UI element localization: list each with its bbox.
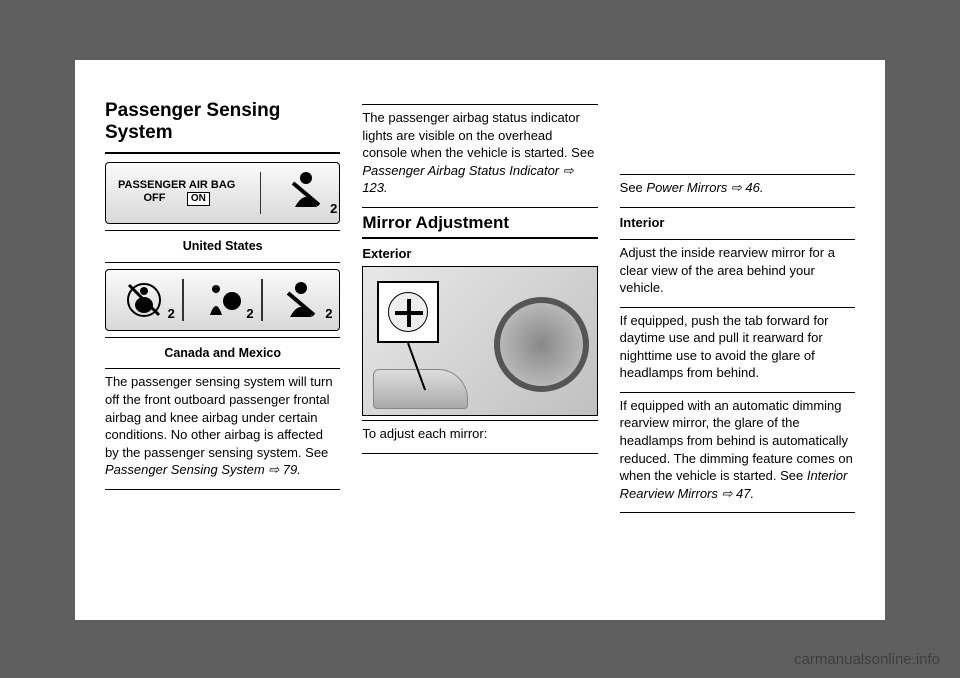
seatbelt-icon	[285, 169, 327, 211]
rule	[105, 262, 340, 263]
spacer	[620, 100, 855, 170]
icon-number: 2	[168, 305, 175, 323]
off-label: OFF	[143, 192, 165, 204]
seat-number: 2	[330, 200, 337, 218]
column-1: Passenger Sensing System PASSENGER AIR B…	[105, 100, 340, 590]
interior-p3: If equipped with an automatic dimming re…	[620, 397, 855, 502]
rule	[620, 239, 855, 240]
caption-adjust: To adjust each mirror:	[362, 425, 597, 443]
xref-power-mirrors: Power Mirrors ⇨ 46.	[646, 180, 763, 195]
rule	[620, 307, 855, 308]
rule	[620, 207, 855, 208]
xref-status-indicator: Passenger Airbag Status Indicator ⇨ 123.	[362, 163, 573, 196]
caption-ca: Canada and Mexico	[105, 345, 340, 362]
body-text: The passenger sensing system will turn o…	[105, 373, 340, 478]
interior-p1: Adjust the inside rearview mirror for a …	[620, 244, 855, 297]
heading-passenger-sensing: Passenger Sensing System	[105, 100, 340, 144]
rule	[620, 392, 855, 393]
body-span: The passenger sensing system will turn o…	[105, 374, 333, 459]
subheading-interior: Interior	[620, 214, 855, 232]
ref-power-mirrors: See Power Mirrors ⇨ 46.	[620, 179, 855, 197]
interior-p2: If equipped, push the tab forward for da…	[620, 312, 855, 382]
rule	[362, 420, 597, 421]
caption-us: United States	[105, 238, 340, 255]
subheading-exterior: Exterior	[362, 245, 597, 263]
icon-number: 2	[246, 305, 253, 323]
heading-mirror-adjustment: Mirror Adjustment	[362, 212, 597, 239]
seat-icon-wrap: 2	[285, 169, 327, 216]
watermark: carmanualsonline.info	[794, 651, 940, 668]
icon-number: 2	[325, 305, 332, 323]
rule	[362, 453, 597, 454]
rule	[362, 104, 597, 105]
intro-text: The passenger airbag status indicator li…	[362, 109, 597, 197]
intro-span: The passenger airbag status indicator li…	[362, 110, 594, 160]
rule	[105, 152, 340, 154]
airbag-us-text: PASSENGER AIR BAG OFF ON	[118, 179, 235, 206]
column-2: The passenger airbag status indicator li…	[362, 100, 597, 590]
rule	[105, 489, 340, 490]
figure-airbag-ca: 2 2 2	[105, 269, 340, 331]
airbag-on-icon: 2	[202, 279, 244, 321]
rule	[620, 512, 855, 513]
xref-passenger-sensing: Passenger Sensing System ⇨ 79.	[105, 462, 301, 477]
figure-airbag-us: PASSENGER AIR BAG OFF ON 2	[105, 162, 340, 224]
airbag-label-line1: PASSENGER AIR BAG	[118, 179, 235, 192]
rule	[620, 174, 855, 175]
rule	[105, 368, 340, 369]
rule	[105, 230, 340, 231]
airbag-label-line2: OFF ON	[118, 192, 235, 206]
airbag-off-icon: 2	[123, 279, 165, 321]
seatbelt-icon: 2	[280, 279, 322, 321]
divider	[261, 279, 263, 321]
mirror-control-callout	[377, 281, 439, 343]
dpad-icon	[388, 292, 428, 332]
steering-wheel-icon	[494, 297, 589, 392]
divider	[260, 172, 262, 214]
manual-page: Passenger Sensing System PASSENGER AIR B…	[75, 60, 885, 620]
column-3: See Power Mirrors ⇨ 46. Interior Adjust …	[620, 100, 855, 590]
divider	[182, 279, 184, 321]
see-label: See	[620, 180, 647, 195]
figure-mirror-control	[362, 266, 597, 416]
rule	[105, 337, 340, 338]
on-label: ON	[187, 192, 210, 206]
rule	[362, 207, 597, 208]
